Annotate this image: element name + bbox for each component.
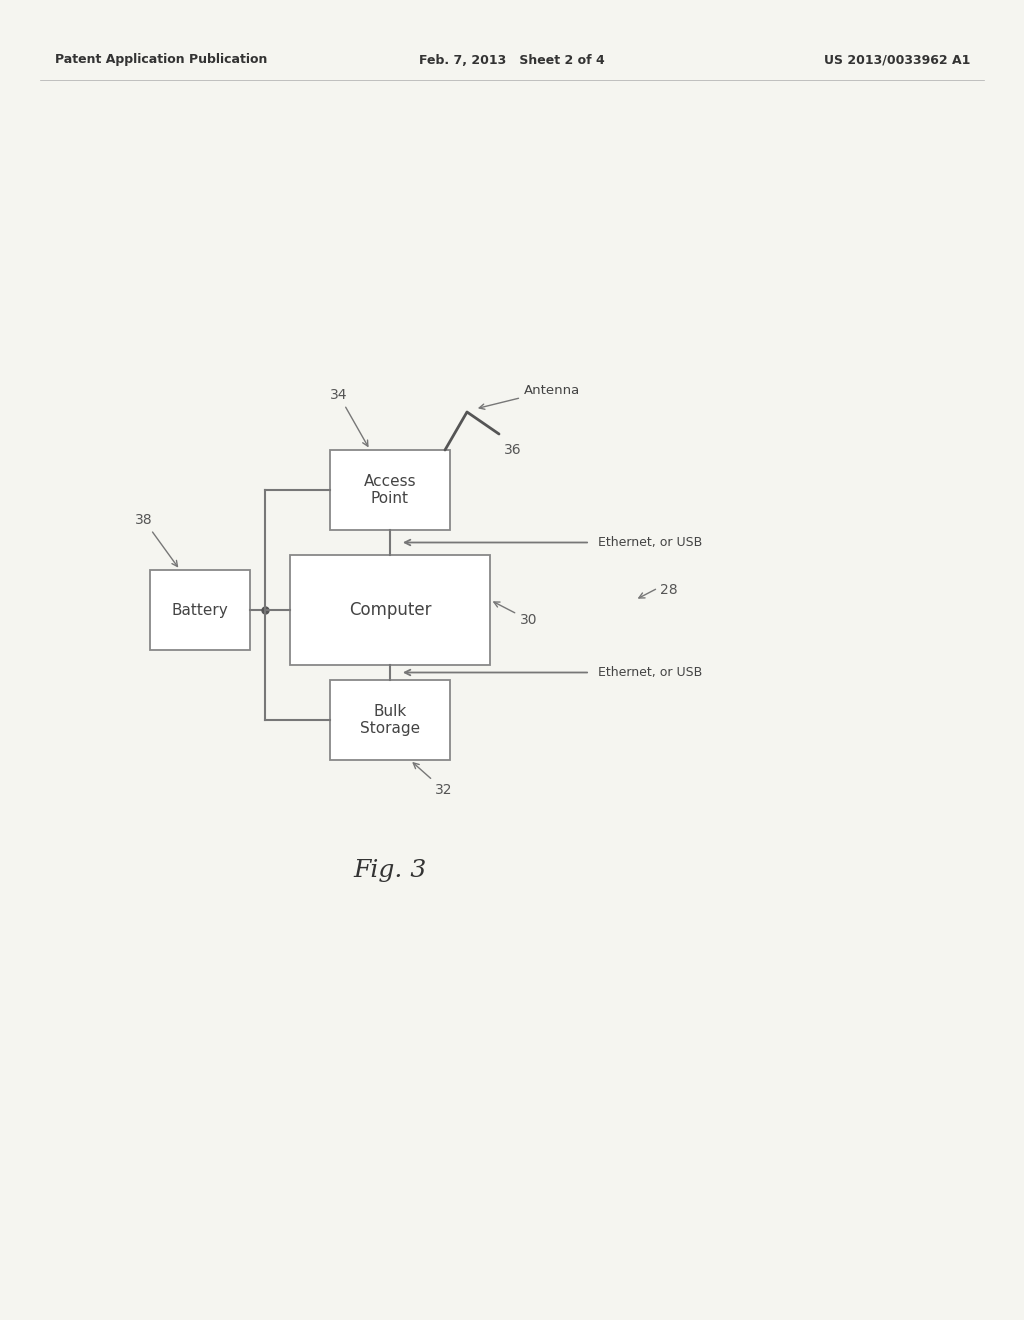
Text: Computer: Computer <box>349 601 431 619</box>
Text: 34: 34 <box>330 388 368 446</box>
Text: Feb. 7, 2013   Sheet 2 of 4: Feb. 7, 2013 Sheet 2 of 4 <box>419 54 605 66</box>
Bar <box>330 450 450 531</box>
Text: US 2013/0033962 A1: US 2013/0033962 A1 <box>823 54 970 66</box>
Text: 38: 38 <box>135 513 177 566</box>
Text: Battery: Battery <box>172 602 228 618</box>
Text: 32: 32 <box>414 763 453 797</box>
Bar <box>150 570 250 649</box>
Text: Patent Application Publication: Patent Application Publication <box>55 54 267 66</box>
Text: Ethernet, or USB: Ethernet, or USB <box>598 667 702 678</box>
Text: Bulk
Storage: Bulk Storage <box>360 704 420 737</box>
Text: Antenna: Antenna <box>479 384 581 409</box>
Bar <box>290 554 490 665</box>
Text: Fig. 3: Fig. 3 <box>353 858 427 882</box>
Text: 30: 30 <box>494 602 538 627</box>
Text: 36: 36 <box>504 444 521 457</box>
Text: Access
Point: Access Point <box>364 474 417 506</box>
Bar <box>330 680 450 760</box>
Text: 28: 28 <box>660 583 678 597</box>
Text: Ethernet, or USB: Ethernet, or USB <box>598 536 702 549</box>
